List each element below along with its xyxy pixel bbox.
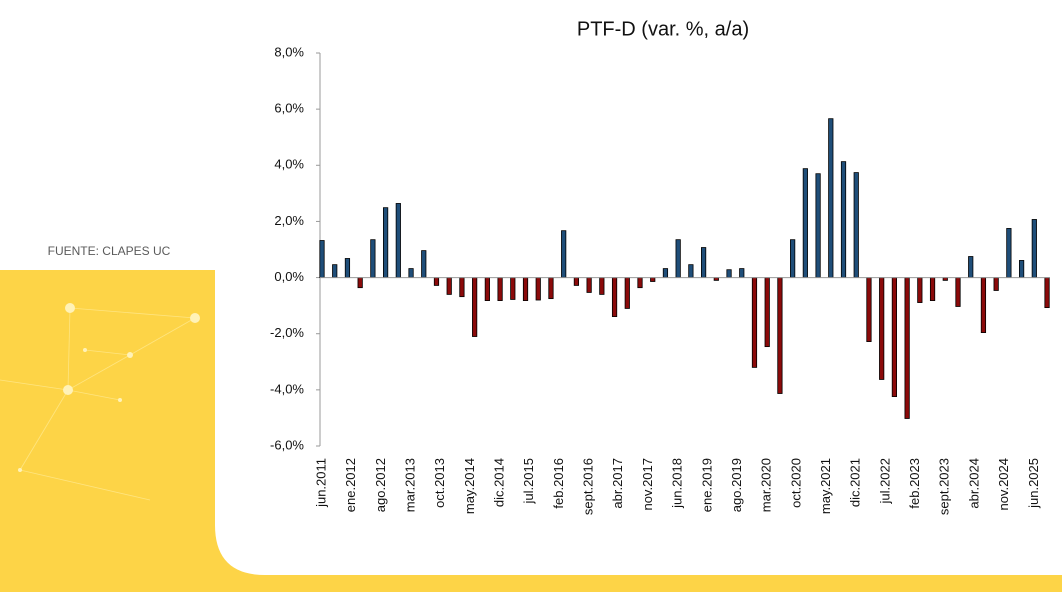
bar bbox=[892, 278, 896, 397]
x-tick-label: feb.2023 bbox=[907, 458, 922, 509]
x-tick-label: nov.2024 bbox=[996, 458, 1011, 511]
bar bbox=[574, 278, 578, 286]
bar bbox=[689, 265, 693, 278]
x-tick-label: ago.2019 bbox=[729, 458, 744, 512]
bar bbox=[918, 278, 922, 303]
bar bbox=[867, 278, 871, 342]
bar bbox=[740, 269, 744, 278]
bar bbox=[561, 231, 565, 278]
x-tick-label: ene.2019 bbox=[699, 458, 714, 512]
x-tick-label: ago.2012 bbox=[373, 458, 388, 512]
x-tick-label: oct.2013 bbox=[432, 458, 447, 508]
y-tick-label: 6,0% bbox=[274, 101, 304, 116]
y-tick-label: -2,0% bbox=[270, 325, 304, 340]
bar bbox=[447, 278, 451, 295]
y-tick-label: 8,0% bbox=[274, 44, 304, 59]
bar bbox=[663, 269, 667, 278]
bar bbox=[905, 278, 909, 419]
bar bbox=[638, 278, 642, 288]
bar bbox=[498, 278, 502, 301]
x-tick-label: jul.2022 bbox=[877, 458, 892, 505]
bar bbox=[930, 278, 934, 301]
bar bbox=[460, 278, 464, 297]
y-tick-label: -4,0% bbox=[270, 381, 304, 396]
bar bbox=[765, 278, 769, 347]
bar bbox=[320, 241, 324, 278]
x-tick-label: may.2014 bbox=[462, 458, 477, 514]
bar bbox=[333, 265, 337, 278]
x-tick-label: abr.2024 bbox=[966, 458, 981, 509]
bar bbox=[752, 278, 756, 368]
bar bbox=[345, 258, 349, 277]
bar bbox=[434, 278, 438, 286]
x-tick-label: dic.2021 bbox=[848, 458, 863, 507]
x-tick-label: jul.2015 bbox=[521, 458, 536, 505]
bar bbox=[854, 173, 858, 278]
bar bbox=[1019, 260, 1023, 277]
bar bbox=[625, 278, 629, 309]
bar bbox=[371, 240, 375, 278]
bar bbox=[778, 278, 782, 394]
bar bbox=[396, 203, 400, 277]
bar bbox=[803, 169, 807, 278]
y-tick-label: 2,0% bbox=[274, 213, 304, 228]
chart-title: PTF-D (var. %, a/a) bbox=[577, 18, 749, 40]
bar bbox=[727, 270, 731, 278]
bar bbox=[1032, 219, 1036, 277]
x-tick-label: oct.2020 bbox=[788, 458, 803, 508]
x-tick-label: dic.2014 bbox=[492, 458, 507, 507]
bar bbox=[1045, 278, 1049, 308]
bar bbox=[600, 278, 604, 295]
x-tick-label: jun.2018 bbox=[670, 458, 685, 509]
y-tick-label: -6,0% bbox=[270, 437, 304, 452]
bar bbox=[409, 269, 413, 278]
source: FUENTE: CLAPES UC bbox=[48, 244, 171, 258]
bar bbox=[511, 278, 515, 300]
bar bbox=[879, 278, 883, 380]
bar bbox=[956, 278, 960, 307]
bar bbox=[612, 278, 616, 317]
bar bbox=[536, 278, 540, 300]
bar bbox=[969, 257, 973, 278]
x-tick-label: abr.2017 bbox=[610, 458, 625, 509]
chart: FUENTE: CLAPES UC PTF-D (var. %, a/a) -6… bbox=[0, 0, 1062, 592]
bar bbox=[994, 278, 998, 291]
x-tick-label: nov.2017 bbox=[640, 458, 655, 511]
x-tick-label: may.2021 bbox=[818, 458, 833, 514]
x-tick-label: jun.2011 bbox=[313, 458, 328, 508]
x-tick-label: ene.2012 bbox=[343, 458, 358, 512]
bar bbox=[701, 248, 705, 278]
bar bbox=[981, 278, 985, 333]
bar bbox=[358, 278, 362, 288]
bar bbox=[1007, 228, 1011, 277]
bar bbox=[841, 162, 845, 278]
bar bbox=[651, 278, 655, 282]
bar bbox=[549, 278, 553, 299]
x-tick-label: sept.2023 bbox=[937, 458, 952, 515]
x-tick-label: feb.2016 bbox=[551, 458, 566, 509]
bar bbox=[829, 119, 833, 278]
x-tick-label: sept.2016 bbox=[581, 458, 596, 515]
x-tick-label: mar.2020 bbox=[759, 458, 774, 512]
bar bbox=[485, 278, 489, 301]
bar bbox=[472, 278, 476, 337]
x-tick-label: mar.2013 bbox=[402, 458, 417, 512]
y-tick-label: 0,0% bbox=[274, 269, 304, 284]
bar bbox=[523, 278, 527, 301]
page: FUENTE: CLAPES UC PTF-D (var. %, a/a) -6… bbox=[0, 0, 1062, 592]
bar bbox=[587, 278, 591, 293]
y-tick-label: 4,0% bbox=[274, 157, 304, 172]
x-tick-label: jun.2025 bbox=[1026, 458, 1041, 509]
bar bbox=[422, 251, 426, 278]
bar bbox=[676, 240, 680, 278]
bar bbox=[790, 240, 794, 278]
bar bbox=[383, 208, 387, 278]
bar bbox=[816, 174, 820, 278]
